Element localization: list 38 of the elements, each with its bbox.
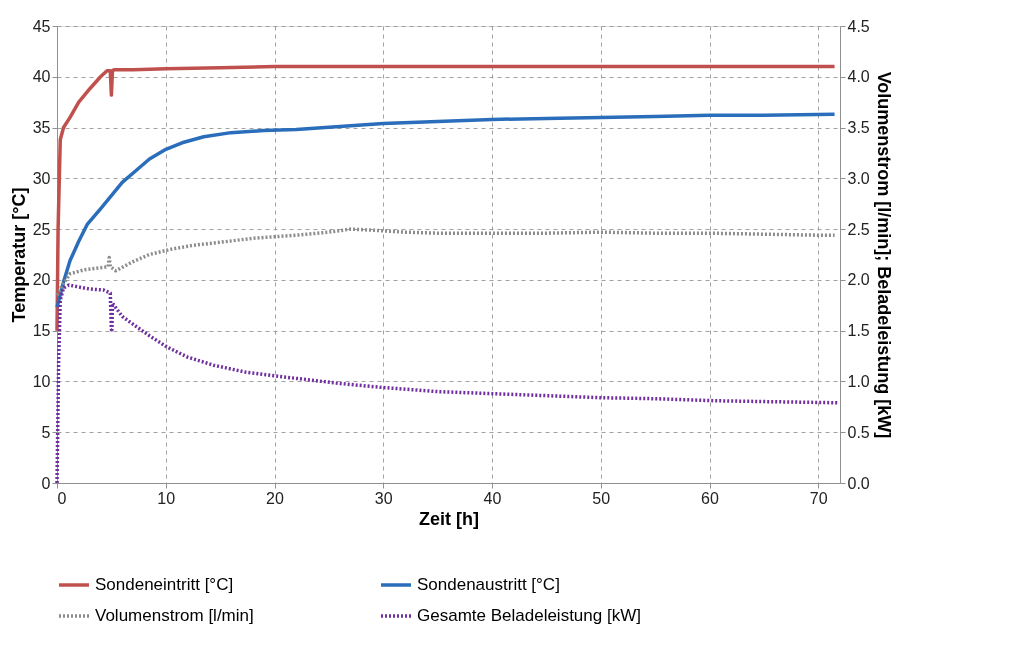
y-tick-label: 35 — [32, 119, 51, 137]
x-tick-label: 70 — [809, 489, 828, 507]
y2-axis-title: Volumenstrom [l/min]; Beladeleistung [kW] — [873, 71, 894, 439]
legend-label: Sondenaustritt [°C] — [417, 575, 560, 594]
legend-label: Volumenstrom [l/min] — [95, 606, 254, 625]
y-tick-label: 5 — [41, 423, 51, 441]
y-tick-label: 25 — [32, 220, 51, 238]
y-axis-title: Temperatur [°C] — [8, 187, 29, 323]
line-series — [55, 227, 837, 297]
legend-label: Sondeneintritt [°C] — [95, 575, 234, 594]
x-tick-label: 0 — [57, 489, 67, 507]
y-tick-label: 40 — [32, 68, 51, 86]
x-tick-label: 40 — [483, 489, 502, 507]
x-tick-label: 10 — [157, 489, 176, 507]
x-tick-label: 60 — [701, 489, 719, 507]
x-tick-label: 50 — [592, 489, 611, 507]
y2-tick-label: 2.5 — [847, 220, 870, 238]
y2-tick-label: 0.0 — [847, 474, 870, 492]
y2-tick-label: 4.0 — [847, 68, 870, 86]
legend-label: Gesamte Beladeleistung [kW] — [417, 606, 641, 625]
x-tick-label: 30 — [374, 489, 393, 507]
y-tick-label: 0 — [41, 474, 51, 492]
x-axis-title: Zeit [h] — [419, 508, 479, 529]
y-tick-label: 45 — [32, 17, 51, 35]
x-tick-label: 20 — [266, 489, 284, 507]
y2-tick-label: 1.0 — [847, 372, 870, 390]
y2-tick-label: 1.5 — [847, 322, 870, 340]
y-tick-label: 10 — [32, 372, 51, 390]
y-tick-label: 15 — [32, 322, 51, 340]
y2-tick-label: 3.5 — [847, 119, 870, 137]
y-tick-label: 20 — [32, 271, 51, 289]
y2-tick-label: 4.5 — [847, 17, 870, 35]
y2-tick-label: 3.0 — [847, 169, 870, 187]
line-series — [55, 64, 837, 333]
line-series — [55, 112, 837, 310]
y-tick-label: 30 — [32, 169, 51, 187]
y2-tick-label: 0.5 — [847, 423, 870, 441]
y2-tick-label: 2.0 — [847, 271, 870, 289]
